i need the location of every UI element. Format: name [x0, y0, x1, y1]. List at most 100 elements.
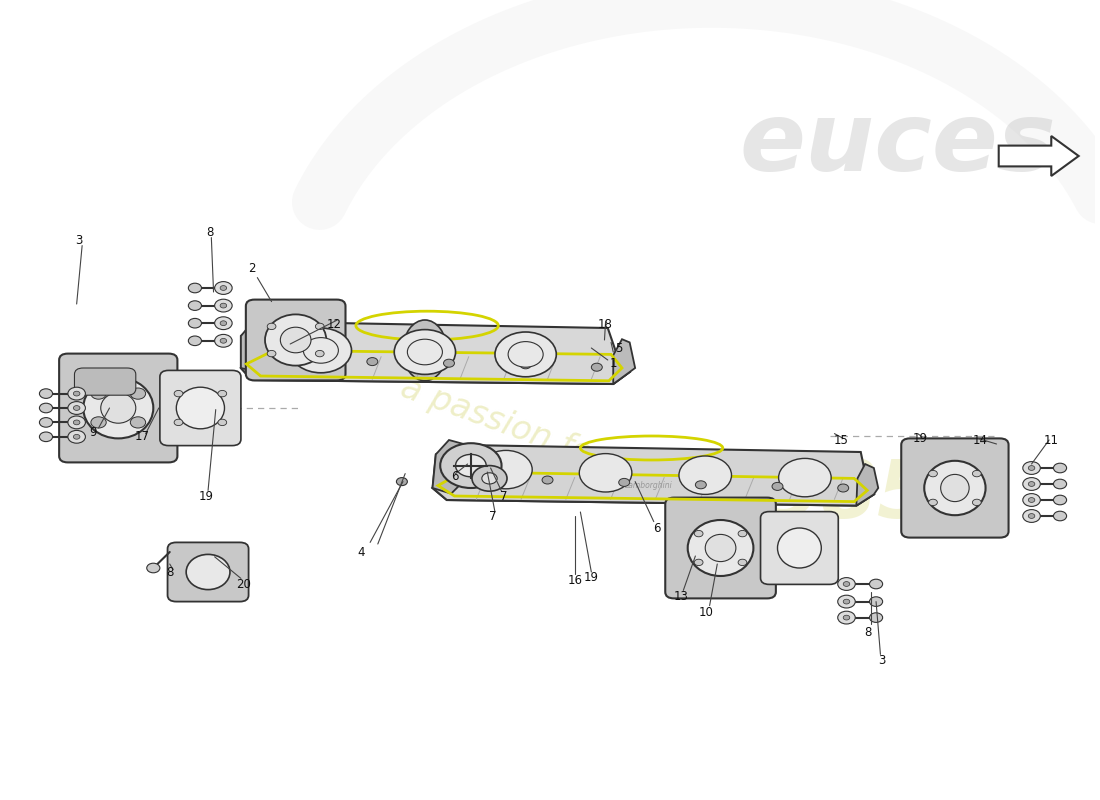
Circle shape [316, 350, 324, 357]
Ellipse shape [186, 554, 230, 590]
Polygon shape [241, 320, 272, 372]
Text: 4: 4 [358, 546, 365, 558]
Circle shape [844, 615, 850, 620]
Circle shape [218, 390, 227, 397]
Circle shape [869, 579, 882, 589]
Text: 18: 18 [598, 318, 613, 330]
Circle shape [465, 474, 476, 482]
Text: 20: 20 [235, 578, 251, 590]
Circle shape [220, 286, 227, 290]
Text: 15: 15 [834, 434, 848, 446]
Circle shape [40, 403, 53, 413]
Circle shape [1023, 478, 1041, 490]
Polygon shape [999, 136, 1079, 176]
Polygon shape [432, 440, 466, 494]
Circle shape [74, 434, 80, 439]
Polygon shape [432, 445, 873, 506]
Text: 1: 1 [609, 358, 617, 370]
Circle shape [972, 470, 981, 477]
Ellipse shape [940, 474, 969, 502]
Text: 10: 10 [698, 606, 714, 618]
Ellipse shape [84, 378, 153, 438]
Circle shape [695, 481, 706, 489]
Circle shape [1023, 462, 1041, 474]
Circle shape [267, 323, 276, 330]
Circle shape [40, 389, 53, 398]
Text: 12: 12 [327, 318, 341, 330]
Circle shape [68, 430, 86, 443]
Circle shape [188, 318, 201, 328]
Circle shape [844, 599, 850, 604]
Circle shape [1023, 510, 1041, 522]
Circle shape [455, 454, 486, 477]
Circle shape [869, 597, 882, 606]
Circle shape [772, 482, 783, 490]
Circle shape [214, 334, 232, 347]
FancyBboxPatch shape [666, 498, 776, 598]
Circle shape [838, 484, 849, 492]
Circle shape [472, 466, 507, 491]
Text: 3: 3 [878, 654, 886, 666]
Text: 8: 8 [166, 566, 174, 578]
Ellipse shape [679, 456, 732, 494]
Ellipse shape [480, 450, 532, 489]
Circle shape [68, 402, 86, 414]
Circle shape [74, 420, 80, 425]
Circle shape [188, 283, 201, 293]
Text: 8: 8 [865, 626, 872, 638]
Polygon shape [241, 352, 629, 384]
Text: 19: 19 [198, 490, 213, 502]
Text: a passion for parts: a passion for parts [396, 371, 700, 509]
Ellipse shape [705, 534, 736, 562]
Text: 8: 8 [207, 226, 213, 238]
Circle shape [618, 478, 629, 486]
Circle shape [367, 358, 377, 366]
Circle shape [520, 361, 531, 369]
Ellipse shape [265, 314, 327, 366]
Circle shape [1028, 498, 1035, 502]
Circle shape [74, 391, 80, 396]
FancyBboxPatch shape [59, 354, 177, 462]
Circle shape [40, 418, 53, 427]
Circle shape [290, 356, 301, 364]
Circle shape [267, 350, 276, 357]
Ellipse shape [779, 458, 832, 497]
Ellipse shape [176, 387, 224, 429]
Text: 19: 19 [912, 432, 927, 445]
Circle shape [838, 595, 856, 608]
Text: euces: euces [739, 98, 1056, 190]
Circle shape [68, 387, 86, 400]
Circle shape [869, 613, 882, 622]
Text: 16: 16 [568, 574, 582, 586]
Circle shape [74, 406, 80, 410]
Circle shape [844, 582, 850, 586]
Ellipse shape [280, 327, 311, 353]
Circle shape [1028, 482, 1035, 486]
Ellipse shape [495, 332, 557, 377]
Circle shape [440, 443, 502, 488]
Circle shape [174, 419, 183, 426]
Circle shape [40, 432, 53, 442]
Text: 6: 6 [653, 522, 661, 534]
Ellipse shape [580, 454, 631, 492]
FancyBboxPatch shape [760, 512, 838, 584]
Ellipse shape [101, 393, 135, 423]
Circle shape [188, 336, 201, 346]
Text: 7: 7 [490, 510, 496, 522]
Text: 1985: 1985 [710, 457, 933, 535]
Circle shape [1054, 479, 1067, 489]
Ellipse shape [508, 342, 543, 367]
Ellipse shape [407, 339, 442, 365]
Circle shape [1054, 463, 1067, 473]
Circle shape [482, 473, 497, 484]
Circle shape [928, 499, 937, 506]
Circle shape [146, 563, 160, 573]
Ellipse shape [304, 338, 339, 363]
Ellipse shape [688, 520, 754, 576]
Text: 9: 9 [89, 426, 97, 438]
Polygon shape [241, 322, 629, 384]
Circle shape [188, 301, 201, 310]
FancyBboxPatch shape [160, 370, 241, 446]
FancyBboxPatch shape [901, 438, 1009, 538]
Circle shape [838, 578, 856, 590]
